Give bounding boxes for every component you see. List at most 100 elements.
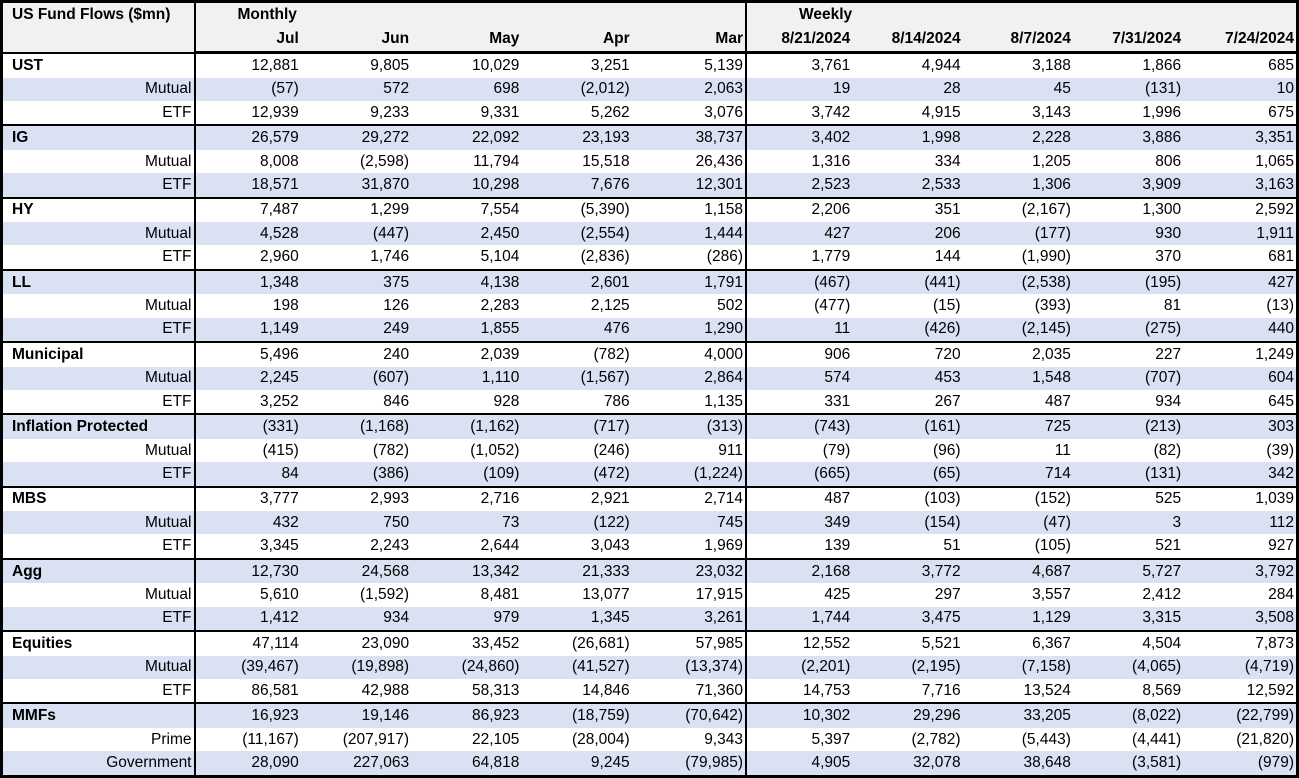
table-row: Municipal 5,496 240 2,039 (782) 4,000 906 720 2,…: [1, 341, 1298, 367]
value-cell: 1,855: [480, 320, 520, 338]
value-cell: 370: [1155, 248, 1182, 266]
value-cell: 4,915: [921, 103, 961, 121]
table-body: UST 12,881 9,805 10,029 3,251 5,139 3,761 4,944…: [1, 51, 1298, 777]
value-cell: 12,592: [1246, 681, 1294, 699]
table-row: ETF 18,571 31,870 10,298 7,676 12,301 2,523 2,5…: [1, 173, 1298, 198]
value-cell: (21,820): [1236, 730, 1294, 748]
value-cell: (8,022): [1076, 702, 1188, 728]
value-cell: (5,390): [525, 196, 636, 223]
row-label-ust-etf: ETF: [1, 100, 196, 126]
value-cell: 3,251: [525, 51, 636, 78]
value-cell: 1,039: [1187, 485, 1298, 512]
value-cell: (109): [483, 464, 520, 482]
value-cell: 351: [856, 196, 967, 223]
value-cell: 928: [493, 392, 520, 410]
row-label-mmfs: MMFs: [1, 702, 196, 728]
value-cell: 3,475: [921, 609, 961, 627]
value-cell: 4,504: [1076, 630, 1188, 656]
value-cell: 1,149: [260, 320, 299, 338]
value-cell: 9,805: [304, 51, 416, 78]
value-cell: 1,345: [590, 609, 630, 627]
value-cell: 432: [272, 513, 299, 531]
value-cell: (1,052): [470, 441, 520, 459]
value-cell: (2,598): [359, 152, 410, 170]
value-cell: (152): [966, 485, 1077, 512]
value-cell: 3,792: [1187, 557, 1298, 584]
value-cell: (286): [635, 245, 747, 270]
value-cell: (177): [1034, 224, 1071, 242]
value-cell: 934: [1155, 392, 1182, 410]
value-cell: (11,167): [242, 730, 299, 748]
table-row: ETF 3,252 846 928 786 1,135 331 267 487 934 645: [1, 389, 1298, 415]
value-cell: 2,960: [260, 248, 299, 266]
value-cell: 14,753: [802, 681, 851, 699]
value-cell: (246): [593, 441, 630, 459]
row-label-ig: IG: [1, 124, 196, 150]
value-cell: (2,201): [801, 658, 851, 676]
value-cell: (65): [933, 464, 961, 482]
value-cell: 2,450: [480, 224, 520, 242]
value-cell: 1,744: [811, 609, 851, 627]
value-cell: 1,065: [1255, 152, 1294, 170]
value-cell: 2,243: [370, 537, 410, 555]
value-cell: 3,315: [1142, 609, 1182, 627]
value-cell: 1,205: [1032, 152, 1071, 170]
value-cell: 572: [383, 80, 410, 98]
value-cell: 2,125: [590, 297, 630, 315]
row-label-mmfs-prime: Prime: [1, 727, 196, 752]
value-cell: 3,043: [590, 537, 630, 555]
value-cell: (22,799): [1187, 702, 1298, 728]
value-cell: 45: [1053, 80, 1071, 98]
table-row: ETF 12,939 9,233 9,331 5,262 3,076 3,742 4,915 3…: [1, 100, 1298, 126]
table-row: ETF 84 (386) (109) (472) (1,224) (665) (65) 714 (…: [1, 462, 1298, 487]
value-cell: 2,039: [415, 341, 526, 367]
value-cell: (19,898): [351, 658, 410, 676]
value-cell: 3,761: [745, 51, 857, 78]
value-cell: 1,158: [635, 196, 747, 223]
value-cell: 57,985: [635, 630, 747, 656]
table-row: HY 7,487 1,299 7,554 (5,390) 1,158 2,206 351 (2,…: [1, 196, 1298, 223]
value-cell: 71,360: [635, 678, 747, 704]
value-cell: (2,012): [580, 80, 630, 98]
value-cell: 3,345: [260, 537, 299, 555]
value-cell: (5,443): [1021, 730, 1071, 748]
value-cell: 502: [635, 294, 747, 318]
table-row: ETF 3,345 2,243 2,644 3,043 1,969 139 51 (105) 52…: [1, 534, 1298, 559]
value-cell: (70,642): [635, 702, 747, 728]
value-cell: 2,592: [1187, 196, 1298, 223]
value-cell: 1,135: [635, 389, 747, 415]
value-cell: 3,402: [745, 124, 857, 150]
value-cell: (2,554): [580, 224, 630, 242]
value-cell: 64,818: [471, 754, 520, 772]
row-label-ll: LL: [1, 268, 196, 295]
table-row: LL 1,348 375 4,138 2,601 1,791 (467) (441) (2,53…: [1, 268, 1298, 295]
value-cell: 3,252: [260, 392, 299, 410]
value-cell: (24,860): [461, 658, 520, 676]
value-cell: 3,772: [856, 557, 967, 584]
value-cell: (13,374): [635, 655, 747, 679]
value-cell: 2,168: [745, 557, 857, 584]
value-cell: 28,090: [251, 754, 299, 772]
table-row: ETF 1,149 249 1,855 476 1,290 11 (426) (2,145) (2…: [1, 317, 1298, 343]
value-cell: 331: [824, 392, 851, 410]
value-cell: (447): [372, 224, 410, 242]
value-cell: 681: [1268, 248, 1294, 266]
value-cell: 32,078: [913, 754, 961, 772]
value-cell: 2,063: [635, 77, 747, 101]
value-cell: (2,145): [1021, 320, 1071, 338]
section-header-row: US Fund Flows ($mn) Monthly Weekly: [1, 1, 1298, 53]
value-cell: 911: [635, 438, 747, 463]
value-cell: 1,444: [635, 222, 747, 246]
value-cell: 23,032: [635, 557, 747, 584]
value-cell: 453: [934, 369, 961, 387]
row-label-inflation-protected-etf: ETF: [1, 462, 196, 487]
value-cell: (79,985): [635, 751, 747, 777]
value-cell: 81: [1163, 297, 1182, 315]
value-cell: 427: [824, 224, 851, 242]
value-cell: (105): [1034, 537, 1071, 555]
value-cell: 2,523: [811, 175, 851, 193]
column-header-mar: Mar: [635, 27, 747, 54]
value-cell: 1,746: [370, 248, 410, 266]
value-cell: 2,864: [635, 366, 747, 390]
value-cell: 3,163: [1255, 175, 1294, 193]
